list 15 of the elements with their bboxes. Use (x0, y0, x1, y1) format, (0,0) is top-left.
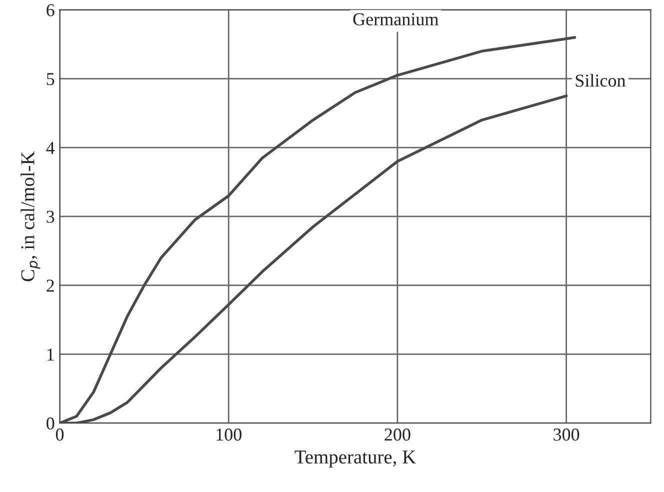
x-tick-label: 100 (216, 428, 242, 441)
x-tick-label: 0 (56, 428, 64, 441)
y-tick-label: 2 (46, 280, 54, 292)
y-tick-label: 0 (46, 417, 54, 430)
series-label: Silicon (576, 74, 626, 87)
y-tick-label: 3 (46, 210, 54, 223)
y-axis-title: C$_{p}$, in cal/mol-K (20, 151, 40, 282)
y-tick-label: 6 (46, 4, 54, 16)
x-axis-title: Temperature, K (294, 450, 416, 468)
y-tick-label: 5 (46, 73, 54, 86)
text: Germanium (353, 13, 438, 26)
y-tick-label: 1 (47, 348, 54, 361)
x-tick-label: 200 (384, 428, 410, 441)
x-tick-label: 300 (554, 428, 580, 441)
y-tick-label: 4 (46, 142, 55, 154)
